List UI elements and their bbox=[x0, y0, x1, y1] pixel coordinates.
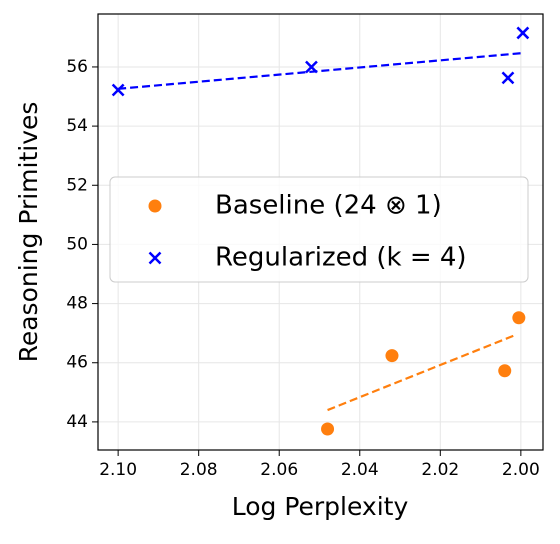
x-tick-label: 2.02 bbox=[421, 460, 459, 480]
y-tick-label: 44 bbox=[66, 412, 88, 432]
point bbox=[501, 71, 515, 85]
plot-frame bbox=[97, 13, 544, 451]
point bbox=[321, 422, 335, 436]
x-axis-label: Log Perplexity bbox=[232, 492, 409, 521]
y-tick-label: 54 bbox=[66, 116, 88, 136]
point bbox=[498, 364, 512, 378]
legend-box bbox=[109, 176, 529, 283]
y-tick-label: 52 bbox=[66, 175, 88, 195]
legend-marker bbox=[148, 199, 162, 213]
point bbox=[385, 349, 399, 363]
x-tick-label: 2.08 bbox=[180, 460, 218, 480]
y-tick-label: 46 bbox=[66, 353, 88, 373]
trend-line bbox=[327, 334, 516, 412]
x-tick-label: 2.04 bbox=[341, 460, 379, 480]
legend-label: Regularized (k = 4) bbox=[215, 243, 467, 273]
point bbox=[512, 311, 526, 325]
y-axis-label: Reasoning Primitives bbox=[14, 102, 43, 363]
legend-label: Baseline (24 ⊗ 1) bbox=[215, 191, 442, 221]
point bbox=[111, 83, 125, 97]
x-tick-label: 2.10 bbox=[99, 460, 137, 480]
y-tick-label: 56 bbox=[66, 57, 88, 77]
x-tick-label: 2.06 bbox=[260, 460, 298, 480]
trend-line bbox=[118, 51, 523, 90]
y-tick-label: 48 bbox=[66, 294, 88, 314]
point bbox=[516, 26, 530, 40]
y-tick-label: 50 bbox=[66, 234, 88, 254]
point bbox=[305, 60, 318, 74]
legend-marker bbox=[148, 251, 162, 265]
x-tick-label: 2.00 bbox=[502, 460, 540, 480]
